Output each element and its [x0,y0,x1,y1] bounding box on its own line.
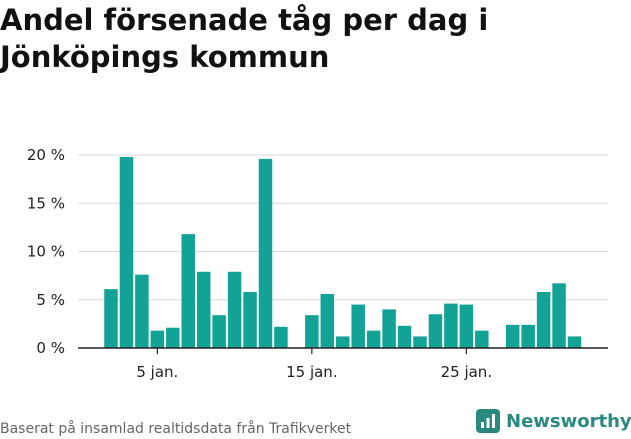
bar [274,326,288,348]
bar [320,293,335,348]
bar [212,315,226,348]
bar [258,158,273,348]
bar [119,156,134,348]
bar-chart: 0 % 5 % 10 % 15 % 20 % 5 jan. 15 jan. 25 jan. [27,146,608,381]
bar [243,292,257,348]
y-axis-labels: 0 % 5 % 10 % 15 % 20 % [27,146,65,357]
newsworthy-logo-icon [476,409,500,433]
bar [104,289,118,348]
bar [366,330,381,348]
bar [505,324,520,348]
chart-title: Andel försenade tåg per dag i Jönköpings… [0,3,489,74]
bar [227,271,242,348]
y-tick-label: 0 % [36,339,65,357]
bar [181,234,195,348]
bar [196,271,211,348]
y-tick-label: 15 % [27,194,65,212]
bars [104,156,582,348]
y-tick-label: 20 % [27,146,65,164]
bar [552,283,566,348]
bar [567,336,582,348]
y-tick-label: 10 % [27,243,65,261]
x-tick-label: 25 jan. [441,363,493,381]
bar [428,314,443,348]
brand-name: Newsworthy [506,410,631,432]
bar [351,304,365,348]
bar [521,324,535,348]
bar [397,325,412,348]
bar [413,336,427,348]
bar [150,330,165,348]
bar [382,309,396,348]
brand: Newsworthy [476,409,631,433]
gridlines [78,154,608,301]
bar [475,330,489,348]
source-note: Baserat på insamlad realtidsdata från Tr… [0,421,352,437]
bar [459,304,474,348]
bar [444,303,458,348]
x-tick-label: 15 jan. [286,363,338,381]
y-tick-label: 5 % [36,291,65,309]
bar [166,327,180,348]
bar [135,274,149,348]
bar [305,315,319,348]
bar [536,292,551,348]
x-axis-ticks: 5 jan. 15 jan. 25 jan. [136,348,492,381]
bar [336,336,350,348]
x-tick-label: 5 jan. [136,363,178,381]
